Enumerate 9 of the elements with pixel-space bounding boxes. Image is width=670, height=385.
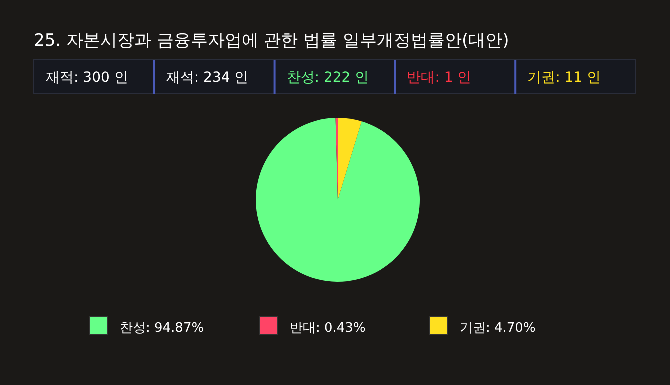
text: 재적: 300 인 — [46, 70, 128, 86]
text: 찬성: 222 인 — [286, 70, 370, 86]
legend-label: 찬성: 94.87% — [120, 321, 204, 336]
legend-label: 반대: 0.43% — [290, 321, 366, 336]
text: 반대: 1 인 — [407, 70, 472, 86]
text: 재석: 234 인 — [166, 70, 249, 86]
text: 25. 자본시장과 금융투자업에 관한 법률 일부개정법률안(대안) — [34, 31, 510, 51]
text: 기권: 11 인 — [528, 70, 602, 86]
legend-label: 기권: 4.70% — [460, 321, 536, 336]
